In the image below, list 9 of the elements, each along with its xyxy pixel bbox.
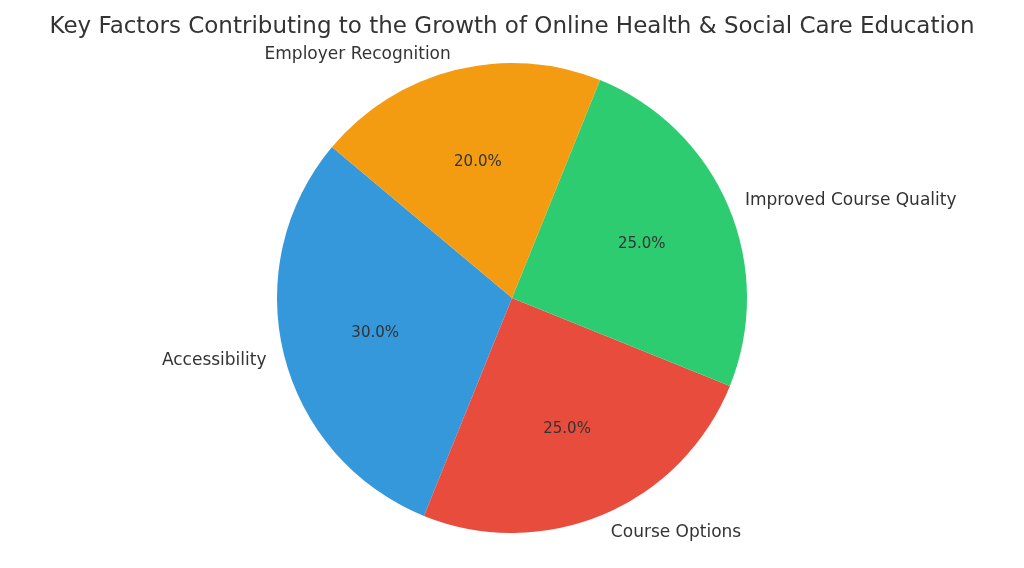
slice-label: Accessibility <box>161 349 267 370</box>
data-label: 20.0% <box>454 152 502 171</box>
chart-title: Key Factors Contributing to the Growth of Online Health & Social Care Education <box>49 11 975 38</box>
data-label: 25.0% <box>617 233 666 252</box>
slice-label: Employer Recognition <box>264 42 451 63</box>
data-label: 25.0% <box>543 418 591 437</box>
slice-label: Course Options <box>610 520 742 541</box>
data-label: 30.0% <box>351 323 400 342</box>
slice-label: Improved Course Quality <box>744 189 957 210</box>
